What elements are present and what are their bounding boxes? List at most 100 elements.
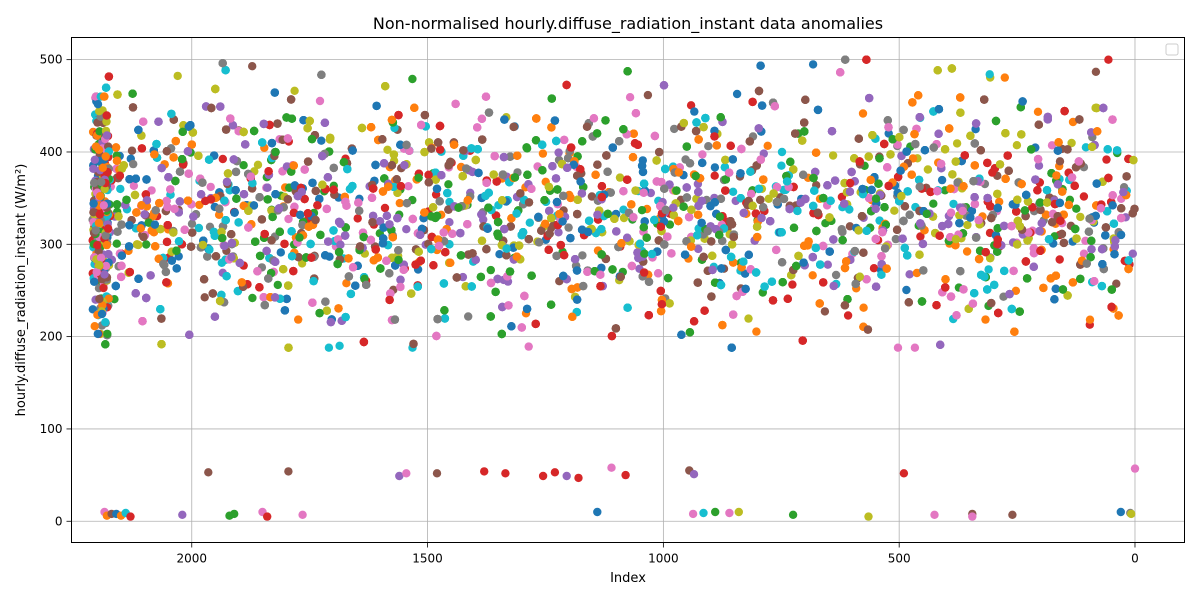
data-point (116, 185, 124, 193)
data-point (726, 217, 734, 225)
data-point (388, 116, 396, 124)
data-point (812, 227, 820, 235)
data-point (566, 194, 574, 202)
data-point (424, 171, 432, 179)
data-point (665, 299, 673, 307)
data-point (173, 264, 181, 272)
data-point (911, 344, 919, 352)
data-point (276, 228, 284, 236)
data-point (473, 123, 481, 131)
data-point (573, 210, 581, 218)
data-point (683, 142, 691, 150)
data-point (532, 320, 540, 328)
data-point (626, 93, 634, 101)
data-point (883, 163, 891, 171)
data-point (597, 225, 605, 233)
data-point (679, 203, 687, 211)
data-point (264, 195, 272, 203)
data-point (232, 195, 240, 203)
data-point (683, 193, 691, 201)
data-point (200, 275, 208, 283)
data-point (838, 228, 846, 236)
data-point (279, 265, 287, 273)
data-point (114, 212, 122, 220)
data-point (482, 93, 490, 101)
data-point (429, 261, 437, 269)
data-point (116, 172, 124, 180)
data-point (874, 180, 882, 188)
data-point (446, 259, 454, 267)
data-point (534, 213, 542, 221)
data-point (1004, 151, 1012, 159)
data-point (468, 249, 476, 257)
data-point (753, 223, 761, 231)
data-point (548, 94, 556, 102)
data-point (185, 331, 193, 339)
data-point (809, 202, 817, 210)
data-point (718, 321, 726, 329)
data-point (963, 221, 971, 229)
data-point (687, 206, 695, 214)
data-point (1085, 215, 1093, 223)
data-point (444, 180, 452, 188)
data-point (1047, 274, 1055, 282)
data-point (694, 211, 702, 219)
data-point (745, 251, 753, 259)
data-point (437, 171, 445, 179)
data-point (1109, 191, 1117, 199)
data-point (717, 281, 725, 289)
data-point (1085, 228, 1093, 236)
data-point (1017, 180, 1025, 188)
data-point (201, 293, 209, 301)
data-point (294, 315, 302, 323)
data-point (895, 133, 903, 141)
data-point (971, 139, 979, 147)
data-point (1035, 227, 1043, 235)
data-point (400, 266, 408, 274)
data-point (477, 273, 485, 281)
data-point (157, 340, 165, 348)
data-point (487, 266, 495, 274)
data-point (615, 137, 623, 145)
data-point (260, 120, 268, 128)
data-point (129, 160, 137, 168)
data-point (172, 247, 180, 255)
data-point (636, 240, 644, 248)
data-point (956, 267, 964, 275)
data-point (568, 313, 576, 321)
data-point (657, 223, 665, 231)
data-point (1108, 285, 1116, 293)
data-point (972, 119, 980, 127)
data-point (788, 280, 796, 288)
data-point (1001, 73, 1009, 81)
data-point (893, 226, 901, 234)
data-point (930, 143, 938, 151)
data-point (693, 231, 701, 239)
data-point (189, 212, 197, 220)
data-point (333, 260, 341, 268)
data-point (134, 241, 142, 249)
data-point (675, 168, 683, 176)
data-point (938, 222, 946, 230)
data-point (1101, 231, 1109, 239)
data-point (785, 205, 793, 213)
data-point (284, 134, 292, 142)
data-point (758, 101, 766, 109)
data-point (1033, 186, 1041, 194)
data-point (345, 272, 353, 280)
data-point (500, 153, 508, 161)
data-point (1119, 188, 1127, 196)
data-point (1009, 267, 1017, 275)
data-point (117, 273, 125, 281)
data-point (713, 141, 721, 149)
data-point (898, 235, 906, 243)
data-point (708, 252, 716, 260)
data-point (274, 281, 282, 289)
data-point (134, 126, 142, 134)
data-point (379, 239, 387, 247)
data-point (640, 189, 648, 197)
data-point (816, 260, 824, 268)
data-point (728, 240, 736, 248)
data-point (527, 185, 535, 193)
